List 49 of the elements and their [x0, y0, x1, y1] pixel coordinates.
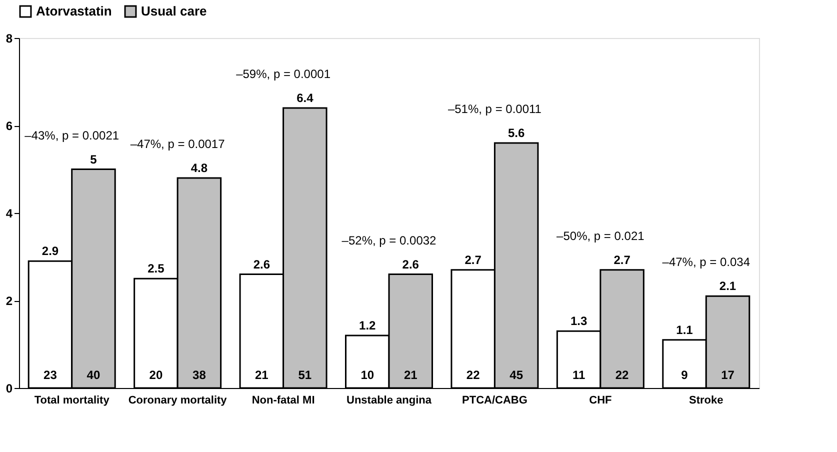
data-label: 4.8: [190, 161, 208, 175]
data-label: 5.6: [508, 126, 525, 140]
annotation: –52%, p = 0.0032: [342, 233, 437, 248]
legend-label: Usual care: [141, 4, 207, 19]
annotation: 22: [615, 368, 630, 382]
annotation: –47%, p = 0.034: [662, 255, 750, 270]
y-tick-label: 0: [6, 382, 13, 396]
data-label: 5: [90, 152, 98, 166]
annotation: 45: [510, 368, 524, 382]
annotation: 23: [44, 368, 58, 382]
data-label: 2.7: [614, 252, 631, 267]
y-tick-label: 8: [6, 32, 13, 46]
data-label: 6.4: [296, 91, 314, 105]
y-tick-label: 6: [6, 119, 13, 133]
data-label: 1.3: [570, 314, 588, 328]
annotation: 17: [721, 368, 735, 382]
data-label: 1.2: [359, 318, 376, 332]
x-tick-label: Stroke: [689, 394, 724, 406]
legend-label: Atorvastatin: [36, 4, 112, 19]
annotation: –43%, p = 0.0021: [24, 128, 120, 142]
annotation: 21: [254, 368, 269, 382]
annotation: 9: [681, 368, 688, 382]
annotation: –50%, p = 0.021: [556, 228, 645, 243]
annotation: 21: [404, 368, 418, 382]
x-tick-label: Non-fatal MI: [252, 394, 315, 406]
annotation: 10: [360, 368, 374, 382]
annotation: 11: [572, 368, 586, 382]
annotation: 20: [149, 368, 163, 382]
annotation: –51%, p = 0.0011: [448, 102, 542, 116]
annotation: 40: [86, 368, 100, 382]
x-tick-label: Total mortality: [34, 394, 110, 406]
annotation: 51: [298, 368, 312, 382]
data-label: 1.1: [676, 322, 694, 337]
annotation: 22: [466, 368, 480, 382]
x-tick-label: PTCA/CABG: [462, 394, 528, 406]
data-label: 2.5: [148, 262, 165, 276]
data-label: 2.6: [253, 257, 270, 272]
y-tick-label: 4: [6, 206, 13, 220]
x-tick-label: Coronary mortality: [128, 394, 228, 406]
annotation: –59%, p = 0.0001: [236, 67, 331, 81]
data-label: 2.1: [719, 279, 736, 294]
annotation: –47%, p = 0.0017: [130, 137, 226, 151]
data-label: 2.9: [42, 244, 59, 258]
data-label: 2.6: [402, 257, 420, 272]
data-label: 2.7: [464, 252, 482, 267]
x-tick-label: Unstable angina: [346, 394, 432, 406]
annotation: 38: [192, 368, 206, 382]
x-tick-label: CHF: [589, 394, 612, 406]
y-tick-label: 2: [6, 294, 13, 308]
